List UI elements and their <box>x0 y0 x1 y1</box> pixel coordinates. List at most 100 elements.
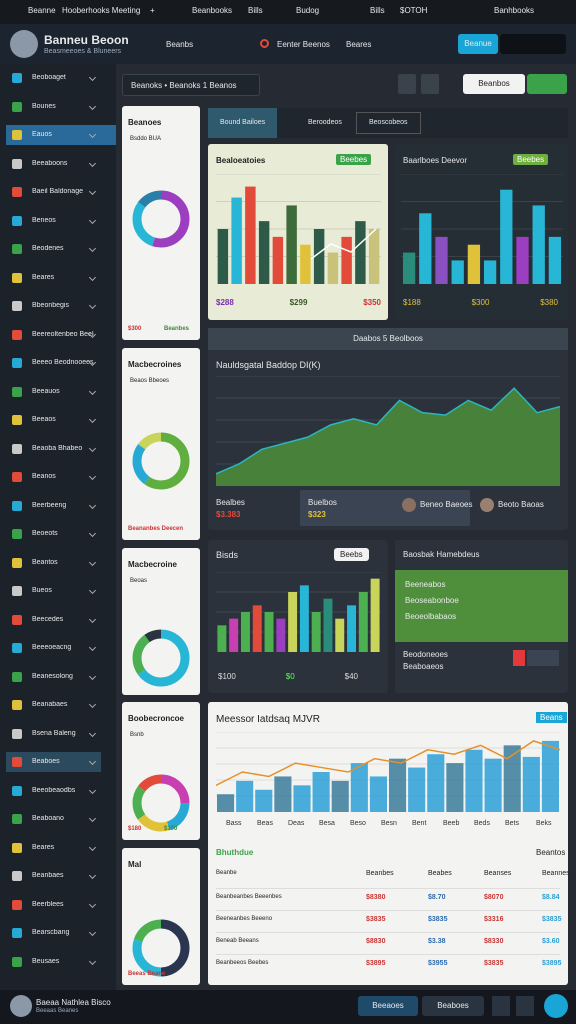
menu-item[interactable]: Beeaos <box>32 416 56 423</box>
search-box[interactable] <box>500 34 566 54</box>
menu-item[interactable]: Baeil Baldonage <box>32 188 83 195</box>
chevron <box>88 216 97 224</box>
menu-item[interactable]: Beusaes <box>32 957 60 965</box>
menu-item[interactable]: Beeobeaodbs <box>32 786 76 794</box>
menu-item[interactable]: Beaoba Bhabeo <box>32 444 83 452</box>
menu-item[interactable]: Bbeonbegis <box>32 302 69 309</box>
menu-item[interactable]: Beanbaes <box>32 872 64 879</box>
menu-item[interactable]: Beneos <box>32 216 56 224</box>
icon-button[interactable] <box>421 74 439 94</box>
menu-icon <box>12 614 22 625</box>
menu-item[interactable]: Beanos <box>32 473 56 480</box>
menu-item[interactable]: Beaboano <box>32 815 64 822</box>
fab[interactable] <box>544 994 568 1018</box>
top-item[interactable]: Budog <box>296 6 320 15</box>
top-item[interactable]: Hooberhooks Meeting <box>62 6 141 15</box>
icon-button[interactable] <box>492 996 510 1016</box>
menu-item[interactable]: Beeauos <box>32 387 60 395</box>
filter-dropdown[interactable]: Beanoks • Beanoks 1 Beanos <box>122 74 260 96</box>
menu-item[interactable]: Beodenes <box>32 245 64 252</box>
confirm-button[interactable] <box>527 74 567 94</box>
icon-button[interactable] <box>398 74 416 94</box>
bar <box>484 758 502 812</box>
bar-chart <box>401 174 563 284</box>
chart-label: $380 <box>540 298 558 307</box>
icon-button[interactable] <box>527 650 559 666</box>
icon <box>260 39 269 48</box>
bar <box>402 252 416 284</box>
menu-item[interactable]: Bounes <box>32 102 56 110</box>
table-cell: $3895 <box>542 960 562 967</box>
top-item[interactable]: Bills <box>370 6 385 15</box>
menu-item[interactable]: Bueos <box>32 587 52 594</box>
menu-item[interactable]: Beerblees <box>32 900 64 908</box>
tab[interactable]: Beoscobeos <box>356 112 421 134</box>
tab[interactable]: Bound Bailoes <box>208 108 278 138</box>
bar <box>419 213 432 284</box>
top-item[interactable]: Beanne <box>28 6 56 15</box>
menu-item[interactable]: Beoeots <box>32 530 58 537</box>
bar <box>231 197 242 284</box>
top-item[interactable]: Beanbooks <box>192 6 233 15</box>
area <box>216 388 560 486</box>
chevron <box>88 843 97 851</box>
bar <box>446 763 464 812</box>
menu-item[interactable]: Beerbeeng <box>32 501 67 509</box>
menu-item[interactable]: Beeaboons <box>32 159 68 167</box>
bar <box>451 260 464 284</box>
x-label: Bets <box>505 820 520 827</box>
top-item[interactable]: Bills <box>248 6 263 15</box>
labels: $188 $300 $380 <box>403 298 558 307</box>
menu-icon <box>12 899 22 910</box>
menu-item[interactable]: Bsena Baleng <box>32 729 76 737</box>
donut-segment <box>132 774 190 832</box>
table-cell: $3.38 <box>428 938 446 945</box>
card-title: Macbecroines <box>128 360 182 369</box>
menu-item[interactable]: Beereoltenbeo Beelos <box>32 330 94 338</box>
bar <box>258 221 270 284</box>
menu-item[interactable]: Beeeoeacng <box>32 644 72 651</box>
top-item[interactable]: $OTOH <box>400 6 428 15</box>
row-divider <box>216 954 560 955</box>
table-cell: $8830 <box>366 938 386 945</box>
top-item[interactable]: Banhbooks <box>494 6 535 15</box>
footer-button[interactable]: Beeaoes <box>358 996 418 1016</box>
menu-item[interactable]: Beares <box>32 273 55 281</box>
footer-label: Beodoneoes <box>403 650 448 659</box>
menu-item[interactable]: Bearscbang <box>32 929 70 936</box>
selected-row <box>6 752 101 772</box>
menu-icon <box>12 757 22 767</box>
menu-item[interactable]: Beantos <box>32 558 58 566</box>
menu-item[interactable]: Eauos <box>32 131 52 138</box>
chart-label: $188 <box>403 298 421 307</box>
highlight-panel: Beeneabos Beoseabonboe Beoeolbabaos <box>395 570 568 642</box>
nav-link[interactable]: Beanbs <box>166 40 194 49</box>
menu-item[interactable]: Beoboaget <box>32 74 66 81</box>
donut-chart <box>132 774 190 832</box>
table-cell: Beneab Beeans <box>216 938 259 944</box>
bar <box>229 618 239 652</box>
x-label: Bent <box>412 820 426 827</box>
footer-button[interactable]: Beaboes <box>422 996 484 1016</box>
menu-item[interactable]: Beeeo Beodnooees <box>32 359 94 366</box>
menu-item[interactable]: Beecedes <box>32 615 64 623</box>
nav-link[interactable]: Beares <box>346 40 372 49</box>
labels: $288 $299 $350 <box>216 298 381 307</box>
app-title: Banneu Beoon <box>44 33 129 47</box>
chevron <box>88 786 97 794</box>
donut-chart <box>132 629 190 687</box>
tab[interactable]: Beroodeos <box>308 119 342 126</box>
top-item[interactable]: + <box>150 6 155 15</box>
menu-item[interactable]: Beares <box>32 843 55 851</box>
nav-link[interactable]: Eenter Beenos <box>277 40 330 49</box>
header-button[interactable]: Beanue <box>458 34 498 54</box>
menu-item[interactable]: Beaboes <box>32 758 60 765</box>
table-cell: $8330 <box>484 938 504 945</box>
menu-item[interactable]: Beanesolong <box>32 672 73 680</box>
menu-item[interactable]: Beanabaes <box>32 701 68 708</box>
icon-button[interactable] <box>516 996 534 1016</box>
chart-label: $300 <box>471 298 490 307</box>
filter-button[interactable]: Beanbos <box>463 74 525 94</box>
bar <box>541 740 559 812</box>
